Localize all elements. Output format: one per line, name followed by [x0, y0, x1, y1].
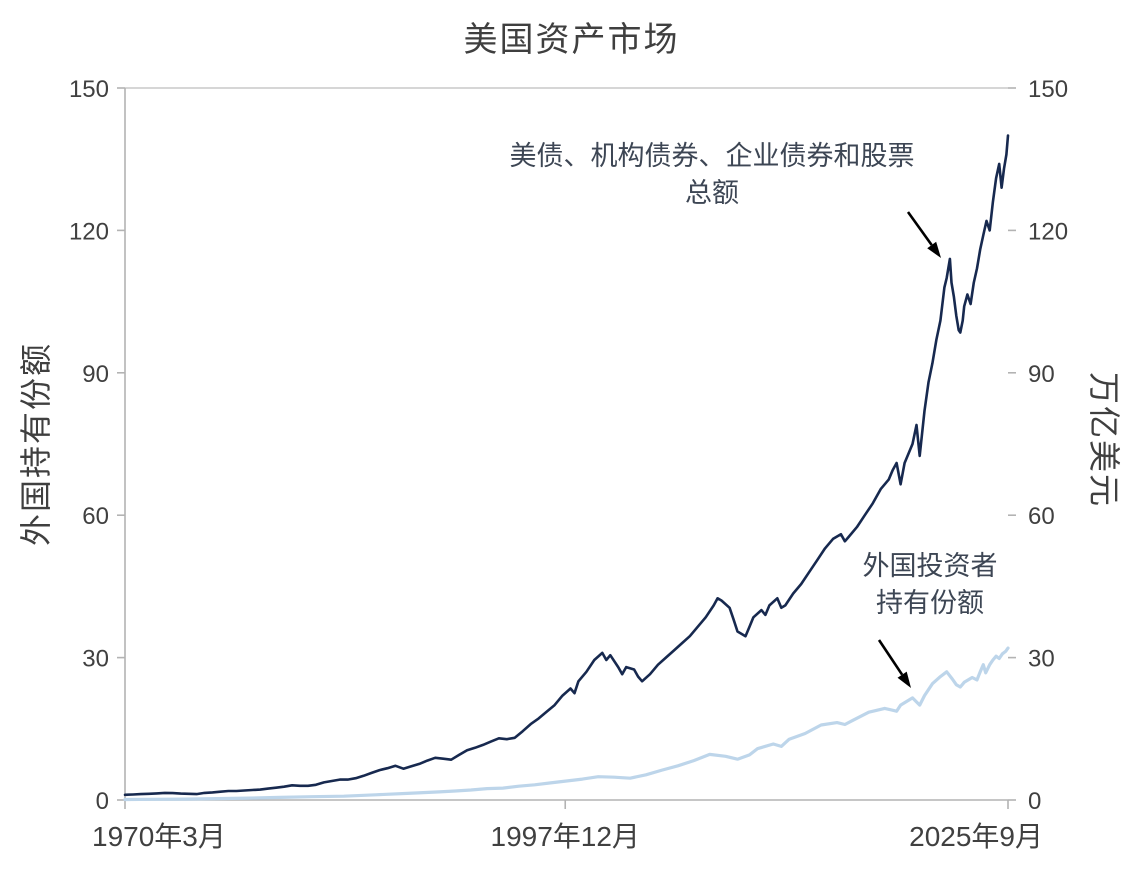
svg-text:90: 90 [1028, 361, 1055, 388]
svg-text:150: 150 [1028, 76, 1068, 103]
svg-text:1970年3月: 1970年3月 [92, 821, 226, 852]
annotation-foreign-share: 外国投资者 持有份额 [862, 551, 998, 618]
svg-text:0: 0 [96, 788, 109, 815]
svg-text:30: 30 [1028, 646, 1055, 673]
svg-text:60: 60 [1028, 503, 1055, 530]
svg-text:1997年12月: 1997年12月 [491, 821, 640, 852]
svg-text:0: 0 [1028, 788, 1041, 815]
svg-text:90: 90 [82, 361, 109, 388]
svg-text:150: 150 [69, 76, 109, 103]
annotation-total-assets: 美债、机构债券、企业债券和股票总额 [509, 141, 915, 208]
chart-title: 美国资产市场 [463, 21, 680, 59]
svg-text:30: 30 [82, 646, 109, 673]
svg-text:120: 120 [1028, 218, 1068, 245]
svg-text:2025年9月: 2025年9月 [909, 821, 1043, 852]
svg-text:60: 60 [82, 503, 109, 530]
svg-text:120: 120 [69, 218, 109, 245]
